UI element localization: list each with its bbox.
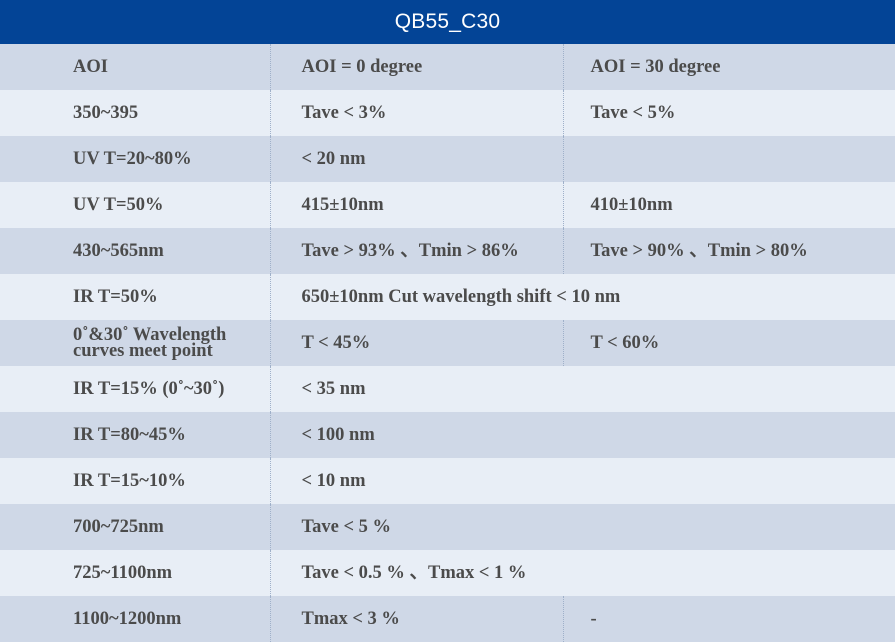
row-label: 700~725nm: [0, 504, 270, 550]
table-row: 350~395 Tave < 3% Tave < 5%: [0, 90, 895, 136]
table-title: QB55_C30: [0, 0, 895, 44]
row-label: 350~395: [0, 90, 270, 136]
aoi-30-cell: 410±10nm: [562, 182, 895, 228]
row-label: UV T=20~80%: [0, 136, 270, 182]
table-row: IR T=15% (0˚~30˚) < 35 nm: [0, 366, 895, 412]
aoi-0-cell: T < 45%: [269, 320, 563, 366]
merged-value-cell: < 10 nm: [269, 458, 895, 504]
aoi-0-cell: < 20 nm: [269, 136, 563, 182]
row-label: 1100~1200nm: [0, 596, 270, 642]
row-label: 430~565nm: [0, 228, 270, 274]
table-row: UV T=20~80% < 20 nm: [0, 136, 895, 182]
column-header-aoi-0: AOI = 0 degree: [269, 44, 563, 90]
row-label: 725~1100nm: [0, 550, 270, 596]
spec-table: AOI AOI = 0 degree AOI = 30 degree 350~3…: [0, 44, 895, 642]
row-label: UV T=50%: [0, 182, 270, 228]
table-row: 430~565nm Tave > 93% 、Tmin > 86% Tave > …: [0, 228, 895, 274]
aoi-30-cell: Tave > 90% 、Tmin > 80%: [562, 228, 895, 274]
row-label: IR T=15~10%: [0, 458, 270, 504]
table-row: 1100~1200nm Tmax < 3 % -: [0, 596, 895, 642]
table-row: 725~1100nm Tave < 0.5 % 、Tmax < 1 %: [0, 550, 895, 596]
row-label: IR T=80~45%: [0, 412, 270, 458]
row-label: IR T=50%: [0, 274, 270, 320]
header-row: AOI AOI = 0 degree AOI = 30 degree: [0, 44, 895, 90]
column-header-aoi: AOI: [0, 44, 270, 90]
aoi-30-cell: Tave < 5%: [562, 90, 895, 136]
aoi-30-cell: [562, 136, 895, 182]
column-header-aoi-30: AOI = 30 degree: [562, 44, 895, 90]
table-row: IR T=80~45% < 100 nm: [0, 412, 895, 458]
merged-value-cell: Tave < 0.5 % 、Tmax < 1 %: [269, 550, 895, 596]
table-row: IR T=15~10% < 10 nm: [0, 458, 895, 504]
merged-value-cell: < 100 nm: [269, 412, 895, 458]
row-label: 0˚&30˚ Wavelength curves meet point: [0, 320, 270, 366]
table-row: UV T=50% 415±10nm 410±10nm: [0, 182, 895, 228]
merged-value-cell: < 35 nm: [269, 366, 895, 412]
aoi-0-cell: Tave < 3%: [269, 90, 563, 136]
table-row: 700~725nm Tave < 5 %: [0, 504, 895, 550]
aoi-30-cell: T < 60%: [562, 320, 895, 366]
merged-value-cell: Tave < 5 %: [269, 504, 895, 550]
aoi-0-cell: Tave > 93% 、Tmin > 86%: [269, 228, 563, 274]
row-label: IR T=15% (0˚~30˚): [0, 366, 270, 412]
aoi-0-cell: Tmax < 3 %: [269, 596, 563, 642]
aoi-0-cell: 415±10nm: [269, 182, 563, 228]
aoi-30-cell: -: [562, 596, 895, 642]
merged-value-cell: 650±10nm Cut wavelength shift < 10 nm: [269, 274, 895, 320]
table-row: IR T=50% 650±10nm Cut wavelength shift <…: [0, 274, 895, 320]
table-row: 0˚&30˚ Wavelength curves meet point T < …: [0, 320, 895, 366]
